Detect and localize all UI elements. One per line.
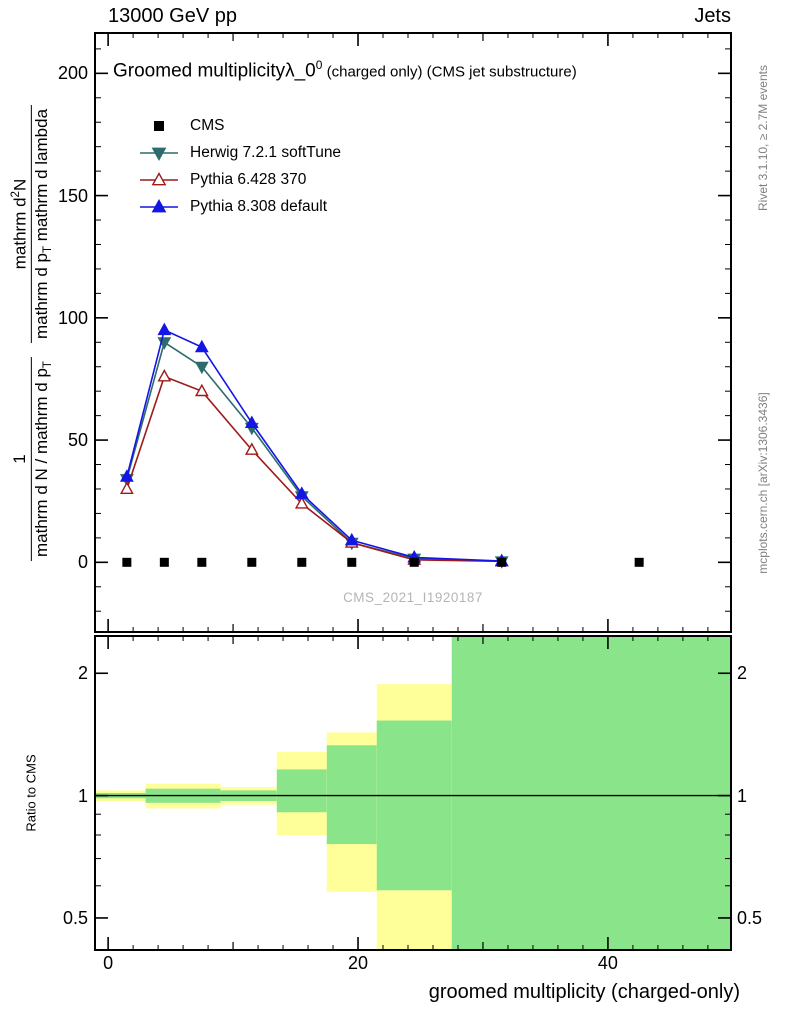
triangle-up-icon [140,171,178,185]
f2-den-sub: T [42,245,55,253]
data-point-triangle-down [194,361,209,375]
plot-title-exponent: 0 [315,58,323,72]
ratio-uncertainty-bands [95,636,731,950]
f1-den-sub: T [41,360,54,368]
data-point-triangle-up [244,415,259,428]
series-line [126,375,502,563]
y-axis-label: 1 mathrm d N / mathrm d pT mathrm d2N math… [10,104,57,561]
ratio-tick-label-left: 1 [77,785,88,806]
ratio-tick-label-left: 0.5 [62,907,88,928]
ratio-tick-label-right: 1 [737,785,748,806]
f2-num-text-b: N [10,178,30,191]
data-point-triangle-up [294,496,309,509]
triangle-up-icon [140,198,178,212]
legend-item-herwig-7-2-1-softtune: Herwig 7.2.1 softTune [140,139,341,166]
data-point-square [247,557,257,567]
legend-label: CMS [190,116,225,134]
series-pythia-8-308-default [119,322,509,567]
y-axis-tick-label: 200 [57,63,88,84]
x-axis-title: groomed multiplicity (charged-only) [428,981,740,1003]
series-pythia-6-428-370 [119,369,509,567]
x-axis-tick-label: 40 [597,953,618,973]
legend-item-cms: CMS [140,112,341,139]
data-point-square [409,557,419,567]
data-point-square [297,557,307,567]
ratio-tick-label-left: 2 [77,663,88,684]
legend: CMS Herwig 7.2.1 softTune Pythia 6.428 370… [140,112,341,220]
data-point-triangle-up [157,322,172,336]
rivet-version-note: Rivet 3.1.10, ≥ 2.7M events [756,64,770,211]
main-panel-frame [94,32,732,633]
data-point-triangle-up [194,339,209,353]
series-line [126,328,502,562]
plot-title-suffix: (charged only) (CMS jet substructure) [322,63,577,81]
f2-num-sup: 2 [9,190,22,197]
f2-numerator: mathrm d2N [10,174,31,273]
plot-title-main: Groomed multiplicity [113,60,286,82]
y-axis-tick-label: 150 [57,185,88,206]
y-axis-tick-label: 50 [67,430,88,451]
legend-item-pythia-8-308-default: Pythia 8.308 default [140,193,341,220]
data-point-triangle-up [194,383,209,397]
data-point-triangle-up [151,198,167,212]
ratio-band-inner [451,636,731,950]
y-axis-label-container: 1 mathrm d N / mathrm d pT mathrm d2N math… [2,33,64,632]
data-point-triangle-up [119,469,134,482]
data-point-triangle-up [344,532,359,546]
f1-den-text: mathrm d N / mathrm d p [31,367,51,557]
data-point-triangle-up [151,171,167,185]
x-axis-tick-label: 20 [348,953,369,973]
data-point-square [159,557,169,567]
x-axis-tick-label: 0 [103,953,114,973]
data-point-triangle-up [119,481,134,494]
ratio-band-inner [376,720,452,891]
plot-title: Groomed multiplicityλ_00 (charged only) … [113,58,577,82]
series-line [126,341,502,563]
ratio-band-inner [276,769,327,813]
triangle-down-icon [140,147,178,161]
collision-energy-label: 13000 GeV pp [108,5,237,27]
data-point-square [122,557,132,567]
mcplots-note-container: mcplots.cern.ch [arXiv:1306.3436] [744,330,782,635]
y-axis-tick-label: 100 [57,307,88,328]
y-axis-tick-label: 0 [77,552,88,573]
ratio-band-inner [326,745,377,845]
data-point-triangle-down [151,147,167,161]
analysis-id-watermark: CMS_2021_I1920187 [343,590,483,605]
legend-item-pythia-6-428-370: Pythia 6.428 370 [140,166,341,193]
rivet-note-container: Rivet 3.1.10, ≥ 2.7M events [744,30,782,245]
data-point-triangle-up [294,486,309,499]
data-point-square [197,557,207,567]
f2-num-text-a: mathrm d [10,196,30,269]
ratio-tick-label-right: 0.5 [737,907,763,928]
ratio-panel-frame [94,635,732,951]
plot-title-lambda: λ_0 [285,60,316,82]
data-point-triangle-up [244,442,259,455]
data-point-square [634,557,644,567]
legend-label: Pythia 8.308 default [190,197,328,215]
f2-den-text-b: mathrm d lambda [31,108,51,246]
mcplots-reference-note: mcplots.cern.ch [arXiv:1306.3436] [756,391,770,574]
square-icon [154,120,164,131]
process-label: Jets [694,5,731,27]
series-herwig-7-2-1-softtune [119,337,509,569]
ratio-tick-label-right: 2 [737,663,748,684]
data-point-triangle-up [157,369,172,382]
y-axis-label-frac-1: 1 mathrm d N / mathrm d pT [10,356,56,561]
data-point-square [154,120,164,131]
legend-label: Herwig 7.2.1 softTune [190,143,342,161]
cms-data-points [122,557,644,567]
legend-label: Pythia 6.428 370 [190,170,307,188]
f1-numerator: 1 [10,453,30,464]
f1-denominator: mathrm d N / mathrm d pT [30,356,56,561]
data-point-square [497,557,507,567]
data-point-square [347,557,357,567]
